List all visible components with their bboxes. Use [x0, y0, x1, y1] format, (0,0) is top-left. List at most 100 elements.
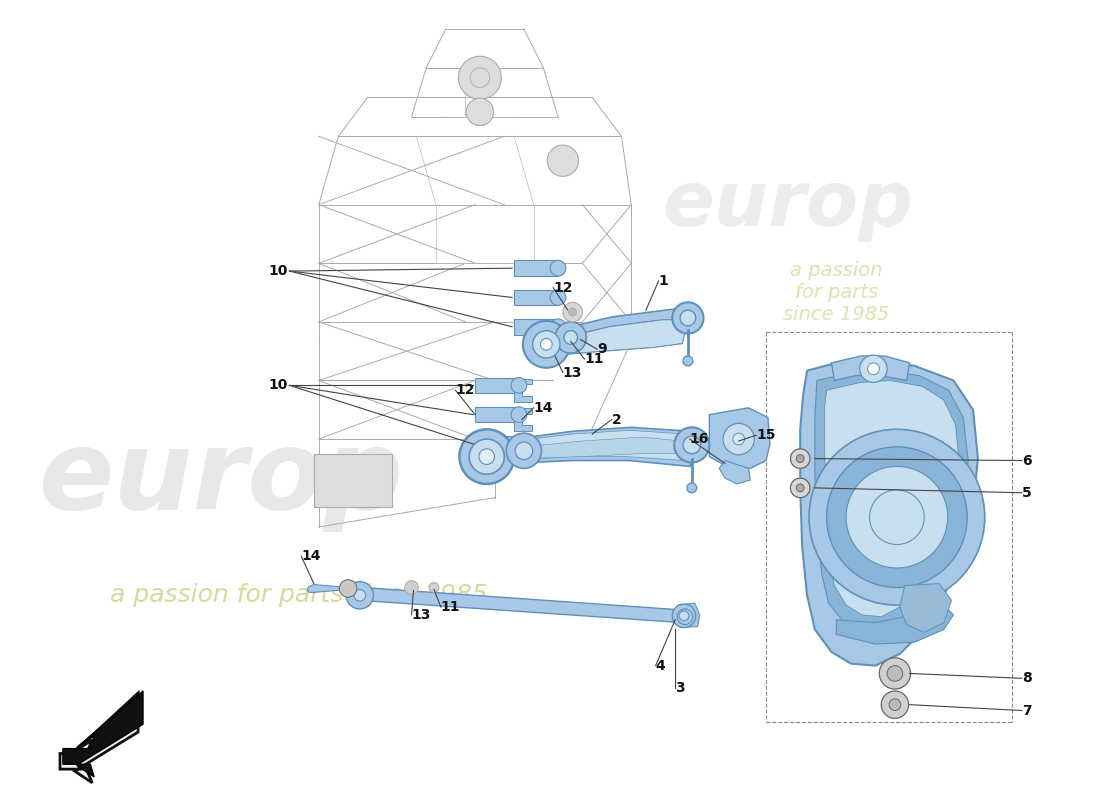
- Text: 16: 16: [690, 432, 710, 446]
- Circle shape: [512, 378, 527, 393]
- Circle shape: [881, 691, 909, 718]
- Circle shape: [550, 260, 565, 276]
- Circle shape: [887, 666, 903, 682]
- Text: 9: 9: [597, 342, 607, 356]
- Circle shape: [564, 330, 578, 344]
- Circle shape: [429, 582, 439, 592]
- Text: 5: 5: [1022, 486, 1032, 500]
- Circle shape: [879, 658, 911, 689]
- Circle shape: [532, 330, 560, 358]
- Polygon shape: [710, 408, 770, 468]
- Text: 11: 11: [441, 600, 460, 614]
- Circle shape: [470, 68, 490, 87]
- Text: 2: 2: [612, 413, 621, 426]
- Text: 12: 12: [455, 383, 475, 398]
- Polygon shape: [543, 307, 690, 343]
- Circle shape: [460, 430, 514, 484]
- Circle shape: [672, 604, 695, 627]
- Circle shape: [678, 609, 693, 625]
- Text: 3: 3: [675, 681, 685, 695]
- Polygon shape: [543, 332, 685, 357]
- Polygon shape: [836, 605, 954, 644]
- Text: 14: 14: [534, 401, 553, 415]
- Circle shape: [791, 478, 810, 498]
- Polygon shape: [521, 437, 682, 458]
- Polygon shape: [483, 427, 697, 470]
- Text: a passion
for parts
since 1985: a passion for parts since 1985: [783, 261, 890, 324]
- Circle shape: [466, 98, 494, 126]
- Text: 15: 15: [757, 428, 776, 442]
- Circle shape: [869, 490, 924, 545]
- Circle shape: [733, 434, 745, 445]
- Circle shape: [683, 356, 693, 366]
- Polygon shape: [832, 356, 910, 381]
- Circle shape: [512, 407, 527, 422]
- Circle shape: [540, 338, 552, 350]
- Circle shape: [826, 447, 967, 587]
- Text: 4: 4: [656, 658, 666, 673]
- Circle shape: [723, 423, 755, 454]
- Circle shape: [470, 439, 504, 474]
- Circle shape: [808, 430, 984, 605]
- Polygon shape: [719, 461, 750, 484]
- Text: 10: 10: [268, 378, 287, 392]
- Text: a passion for parts since 1985: a passion for parts since 1985: [110, 583, 488, 607]
- Circle shape: [680, 310, 695, 326]
- Circle shape: [791, 449, 810, 468]
- Circle shape: [846, 466, 948, 568]
- Text: 13: 13: [411, 608, 431, 622]
- Text: 11: 11: [584, 352, 604, 366]
- Text: 14: 14: [301, 550, 321, 563]
- Polygon shape: [475, 407, 519, 422]
- Polygon shape: [556, 320, 688, 355]
- Text: 6: 6: [1022, 454, 1032, 467]
- Circle shape: [550, 290, 565, 306]
- Polygon shape: [514, 437, 531, 461]
- Circle shape: [522, 321, 570, 368]
- Circle shape: [796, 454, 804, 462]
- Text: 13: 13: [563, 366, 582, 380]
- Polygon shape: [358, 587, 688, 622]
- Circle shape: [563, 302, 582, 322]
- Text: 1: 1: [659, 274, 669, 288]
- Circle shape: [405, 581, 418, 594]
- Polygon shape: [314, 454, 392, 507]
- Polygon shape: [514, 319, 558, 334]
- Circle shape: [515, 442, 532, 459]
- Circle shape: [796, 484, 804, 492]
- Circle shape: [548, 145, 579, 176]
- Polygon shape: [514, 430, 692, 461]
- Circle shape: [889, 699, 901, 710]
- Circle shape: [860, 355, 887, 382]
- Polygon shape: [60, 693, 139, 783]
- Circle shape: [550, 319, 565, 334]
- Polygon shape: [307, 585, 348, 592]
- Text: europ: europ: [39, 425, 404, 532]
- Circle shape: [686, 483, 696, 493]
- Polygon shape: [63, 691, 143, 777]
- Polygon shape: [815, 370, 968, 634]
- Polygon shape: [825, 381, 959, 617]
- Polygon shape: [514, 290, 558, 306]
- Text: europ: europ: [662, 168, 913, 242]
- Circle shape: [512, 436, 527, 452]
- Circle shape: [674, 427, 710, 462]
- Text: 8: 8: [1022, 671, 1032, 686]
- Circle shape: [569, 308, 576, 316]
- Circle shape: [672, 302, 704, 334]
- Polygon shape: [800, 361, 978, 666]
- Polygon shape: [514, 408, 531, 431]
- Polygon shape: [475, 378, 519, 393]
- Circle shape: [346, 582, 374, 609]
- Circle shape: [506, 434, 541, 468]
- Circle shape: [683, 436, 701, 454]
- Text: 12: 12: [553, 281, 573, 294]
- Text: 10: 10: [268, 264, 287, 278]
- Text: 7: 7: [1022, 703, 1032, 718]
- Circle shape: [556, 322, 586, 353]
- Circle shape: [478, 449, 495, 465]
- Circle shape: [354, 590, 365, 601]
- Circle shape: [868, 363, 879, 374]
- Polygon shape: [514, 260, 558, 276]
- Circle shape: [679, 611, 689, 621]
